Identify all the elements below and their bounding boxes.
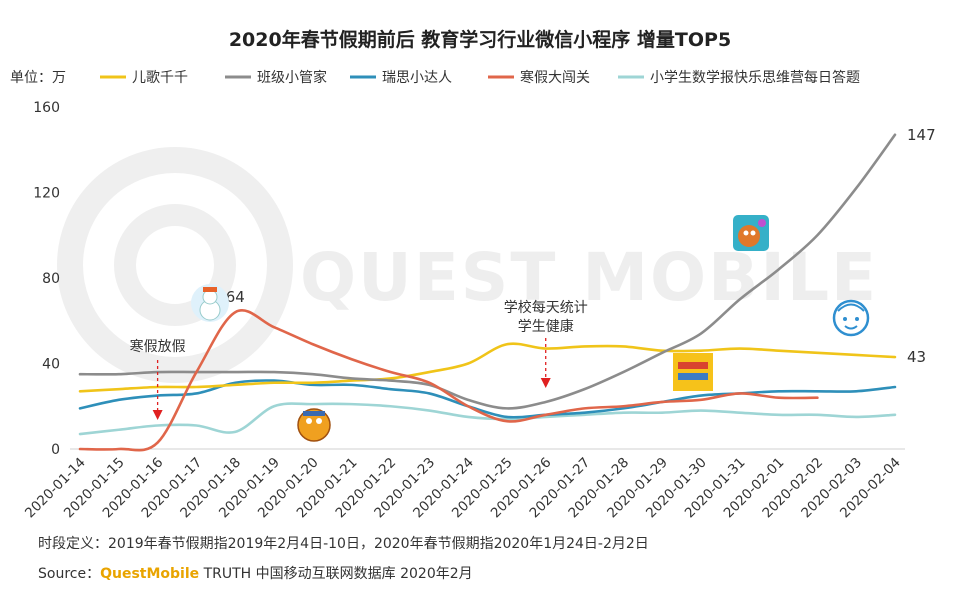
legend-label: 瑞思小达人 xyxy=(382,70,452,86)
icon-part xyxy=(743,230,749,236)
legend-item: 瑞思小达人 xyxy=(350,70,452,86)
watermark-ring-inner xyxy=(114,204,236,326)
y-tick-label: 80 xyxy=(42,271,60,287)
series-lines: 147 43 64 xyxy=(78,126,936,452)
icon-part xyxy=(855,317,859,321)
icon-bg xyxy=(673,353,713,391)
end-label: 43 xyxy=(907,348,926,366)
series-line xyxy=(78,379,897,419)
cartoon-dog-icon xyxy=(733,215,769,251)
unit-label: 单位：万 xyxy=(10,70,66,86)
annotation-text: 寒假放假 xyxy=(130,338,186,355)
peak-label: 64 xyxy=(226,288,245,306)
toy-icon xyxy=(297,408,331,442)
watermark: QUEST MOBILE xyxy=(57,147,878,383)
watermark-text: QUEST MOBILE xyxy=(300,239,878,316)
legend-item: 儿歌千千 xyxy=(100,70,188,86)
icon-bg xyxy=(297,408,331,442)
series-line xyxy=(78,309,819,452)
y-tick-label: 160 xyxy=(33,100,60,116)
footnote: 时段定义：2019年春节假期指2019年2月4日-10日，2020年春节假期指2… xyxy=(38,536,649,552)
legend: 单位：万 儿歌千千 班级小管家 瑞思小达人 寒假大闯关 小学生数学报快乐思维营每日答题 xyxy=(10,69,860,86)
x-axis: 2020-01-142020-01-152020-01-162020-01-17… xyxy=(22,455,904,522)
icon-bg xyxy=(832,299,870,337)
legend-item: 小学生数学报快乐思维营每日答题 xyxy=(618,69,860,86)
annotation: 寒假放假 xyxy=(130,338,186,420)
watermark-ring xyxy=(57,147,293,383)
snowman-icon xyxy=(191,284,229,322)
source-prefix: Source： xyxy=(38,566,101,582)
icon-part xyxy=(316,418,322,424)
arrow-head xyxy=(152,410,163,420)
annotation-text: 学生健康 xyxy=(518,318,574,335)
crayon-logo-icon xyxy=(673,353,713,391)
icon-part xyxy=(843,317,847,321)
icon-part xyxy=(678,373,708,380)
y-axis: 0 40 80 120 160 xyxy=(33,100,905,458)
icon-part xyxy=(678,362,708,369)
icon-part xyxy=(758,219,766,227)
series-line xyxy=(78,402,897,436)
legend-label: 寒假大闯关 xyxy=(520,69,590,86)
icon-part xyxy=(844,325,858,330)
arrow-head xyxy=(540,378,551,388)
source-brand: QuestMobile xyxy=(100,566,200,582)
annotation-text: 学校每天统计 xyxy=(504,299,588,316)
icon-part xyxy=(303,411,325,416)
series-line xyxy=(78,133,897,410)
icon-part xyxy=(738,225,760,247)
legend-label: 儿歌千千 xyxy=(132,70,188,86)
y-tick-label: 120 xyxy=(33,186,60,202)
icon-part xyxy=(306,418,312,424)
legend-label: 班级小管家 xyxy=(257,69,327,86)
line-chart: QUEST MOBILE 2020年春节假期前后 教育学习行业微信小程序 增量T… xyxy=(10,28,936,522)
legend-item: 寒假大闯关 xyxy=(488,69,590,86)
icon-part xyxy=(202,289,218,305)
icon-part xyxy=(203,287,217,292)
source-line: Source：QuestMobile TRUTH 中国移动互联网数据库 2020… xyxy=(38,563,473,583)
series-line xyxy=(78,342,897,393)
baby-face-icon xyxy=(832,299,870,337)
legend-label: 小学生数学报快乐思维营每日答题 xyxy=(650,69,860,86)
icon-part xyxy=(750,230,756,236)
icon-part xyxy=(837,303,865,312)
icons xyxy=(191,215,870,442)
source-rest: TRUTH 中国移动互联网数据库 2020年2月 xyxy=(199,566,473,582)
end-label: 147 xyxy=(907,126,936,144)
y-tick-label: 40 xyxy=(42,357,60,373)
legend-item: 班级小管家 xyxy=(225,69,327,86)
y-tick-label: 0 xyxy=(51,442,60,458)
chart-title: 2020年春节假期前后 教育学习行业微信小程序 增量TOP5 xyxy=(229,28,731,51)
